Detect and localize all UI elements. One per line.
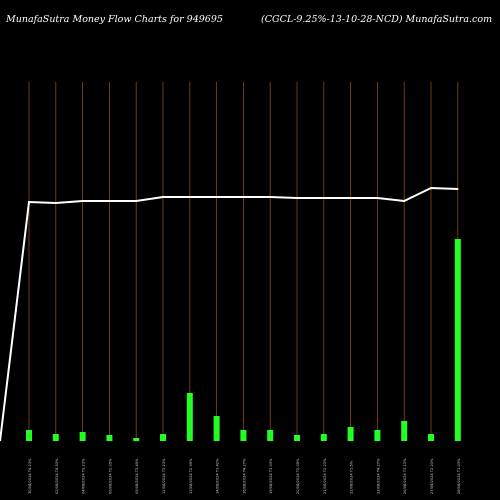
line-point-17 [457,188,459,190]
x-tick-label: 13/08/2024 T2.95% [189,458,193,494]
line-point-9 [242,196,245,198]
bar-9 [240,430,247,441]
x-tick-label: 27/08/2024 T2.23% [430,458,434,494]
x-tick-label: 22/08/2024 T1.5% [350,460,354,494]
bar-7 [186,393,193,441]
bar-1 [26,430,32,441]
bar-13 [347,427,354,441]
line-point-14 [376,197,379,199]
bar-17 [454,239,461,441]
x-tick-label: 21/08/2024 T2.23% [323,458,327,494]
bar-3 [79,432,86,441]
bar-15 [401,421,408,441]
chart-header-right: (CGCL-9.25%-13-10-28-NCD) MunafaSutra.co… [261,14,493,25]
line-point-4 [108,200,111,202]
x-tick-label: 06/08/2024 T2.05% [108,458,112,494]
bar-12 [320,434,327,441]
bar-6 [160,434,166,441]
x-tick-label: 19/08/2024 T3.03% [269,458,273,494]
x-tick-label: 28/08/2024 T1.03% [457,458,461,494]
chart-header-left: MunafaSutra Money Flow Charts for 949695 [6,14,223,25]
x-tick-label: 14/08/2024 T1.42% [216,458,220,494]
line-point-3 [81,200,84,202]
x-tick-label: 04/08/2024 T3.23% [82,458,86,494]
line-point-12 [323,197,325,199]
x-tick-label: 30/08/2024 T4.23% [28,458,32,494]
x-tick-label: 09/08/2024 T3.45% [135,458,139,494]
line-point-10 [269,196,272,198]
bar-8 [213,416,220,441]
bar-11 [294,435,300,441]
line-point-13 [349,197,352,199]
line-point-15 [403,200,406,202]
line-point-5 [135,200,137,202]
line-point-1 [28,201,30,203]
bar-10 [267,430,274,441]
money-flow-line [0,186,458,442]
x-tick-label: 26/08/2024 T3.13% [403,458,407,494]
bar-2 [52,434,59,441]
line-point-16 [430,187,432,189]
line-point-11 [296,197,298,199]
x-tick-label: 12/08/2024 T3.23% [162,458,166,494]
line-point-7 [189,196,191,198]
line-point-8 [215,196,218,198]
bar-16 [428,434,434,441]
line-point-2 [55,202,57,204]
x-tick-label: 16/08/2024 T4.27% [242,458,246,494]
x-tick-label: 02/08/2024 T4.53% [55,458,59,494]
line-point-6 [162,196,164,198]
x-tick-label: 20/08/2024 T2.05% [296,458,300,494]
bar-4 [106,435,113,441]
bar-5 [133,438,140,441]
x-tick-label: 23/08/2024 T4.27% [376,458,380,494]
bar-14 [374,430,381,441]
